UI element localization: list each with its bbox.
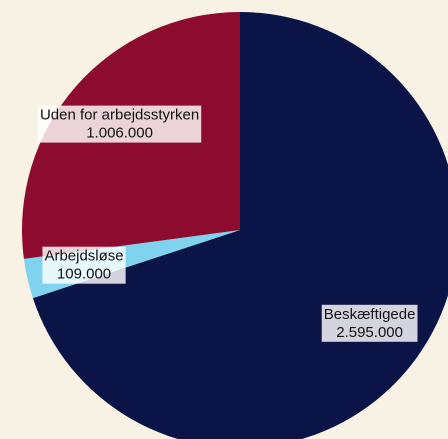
value-label: 109.000: [57, 266, 111, 283]
label-background: [321, 304, 418, 342]
category-label: Uden for arbejdsstyrken: [40, 107, 199, 124]
value-label: 2.595.000: [336, 324, 403, 341]
label-background: [42, 246, 126, 284]
value-label: 1.006.000: [86, 125, 153, 142]
category-label: Beskæftigede: [324, 306, 416, 323]
label-background: [37, 105, 202, 143]
category-label: Arbejdsløse: [44, 248, 123, 265]
